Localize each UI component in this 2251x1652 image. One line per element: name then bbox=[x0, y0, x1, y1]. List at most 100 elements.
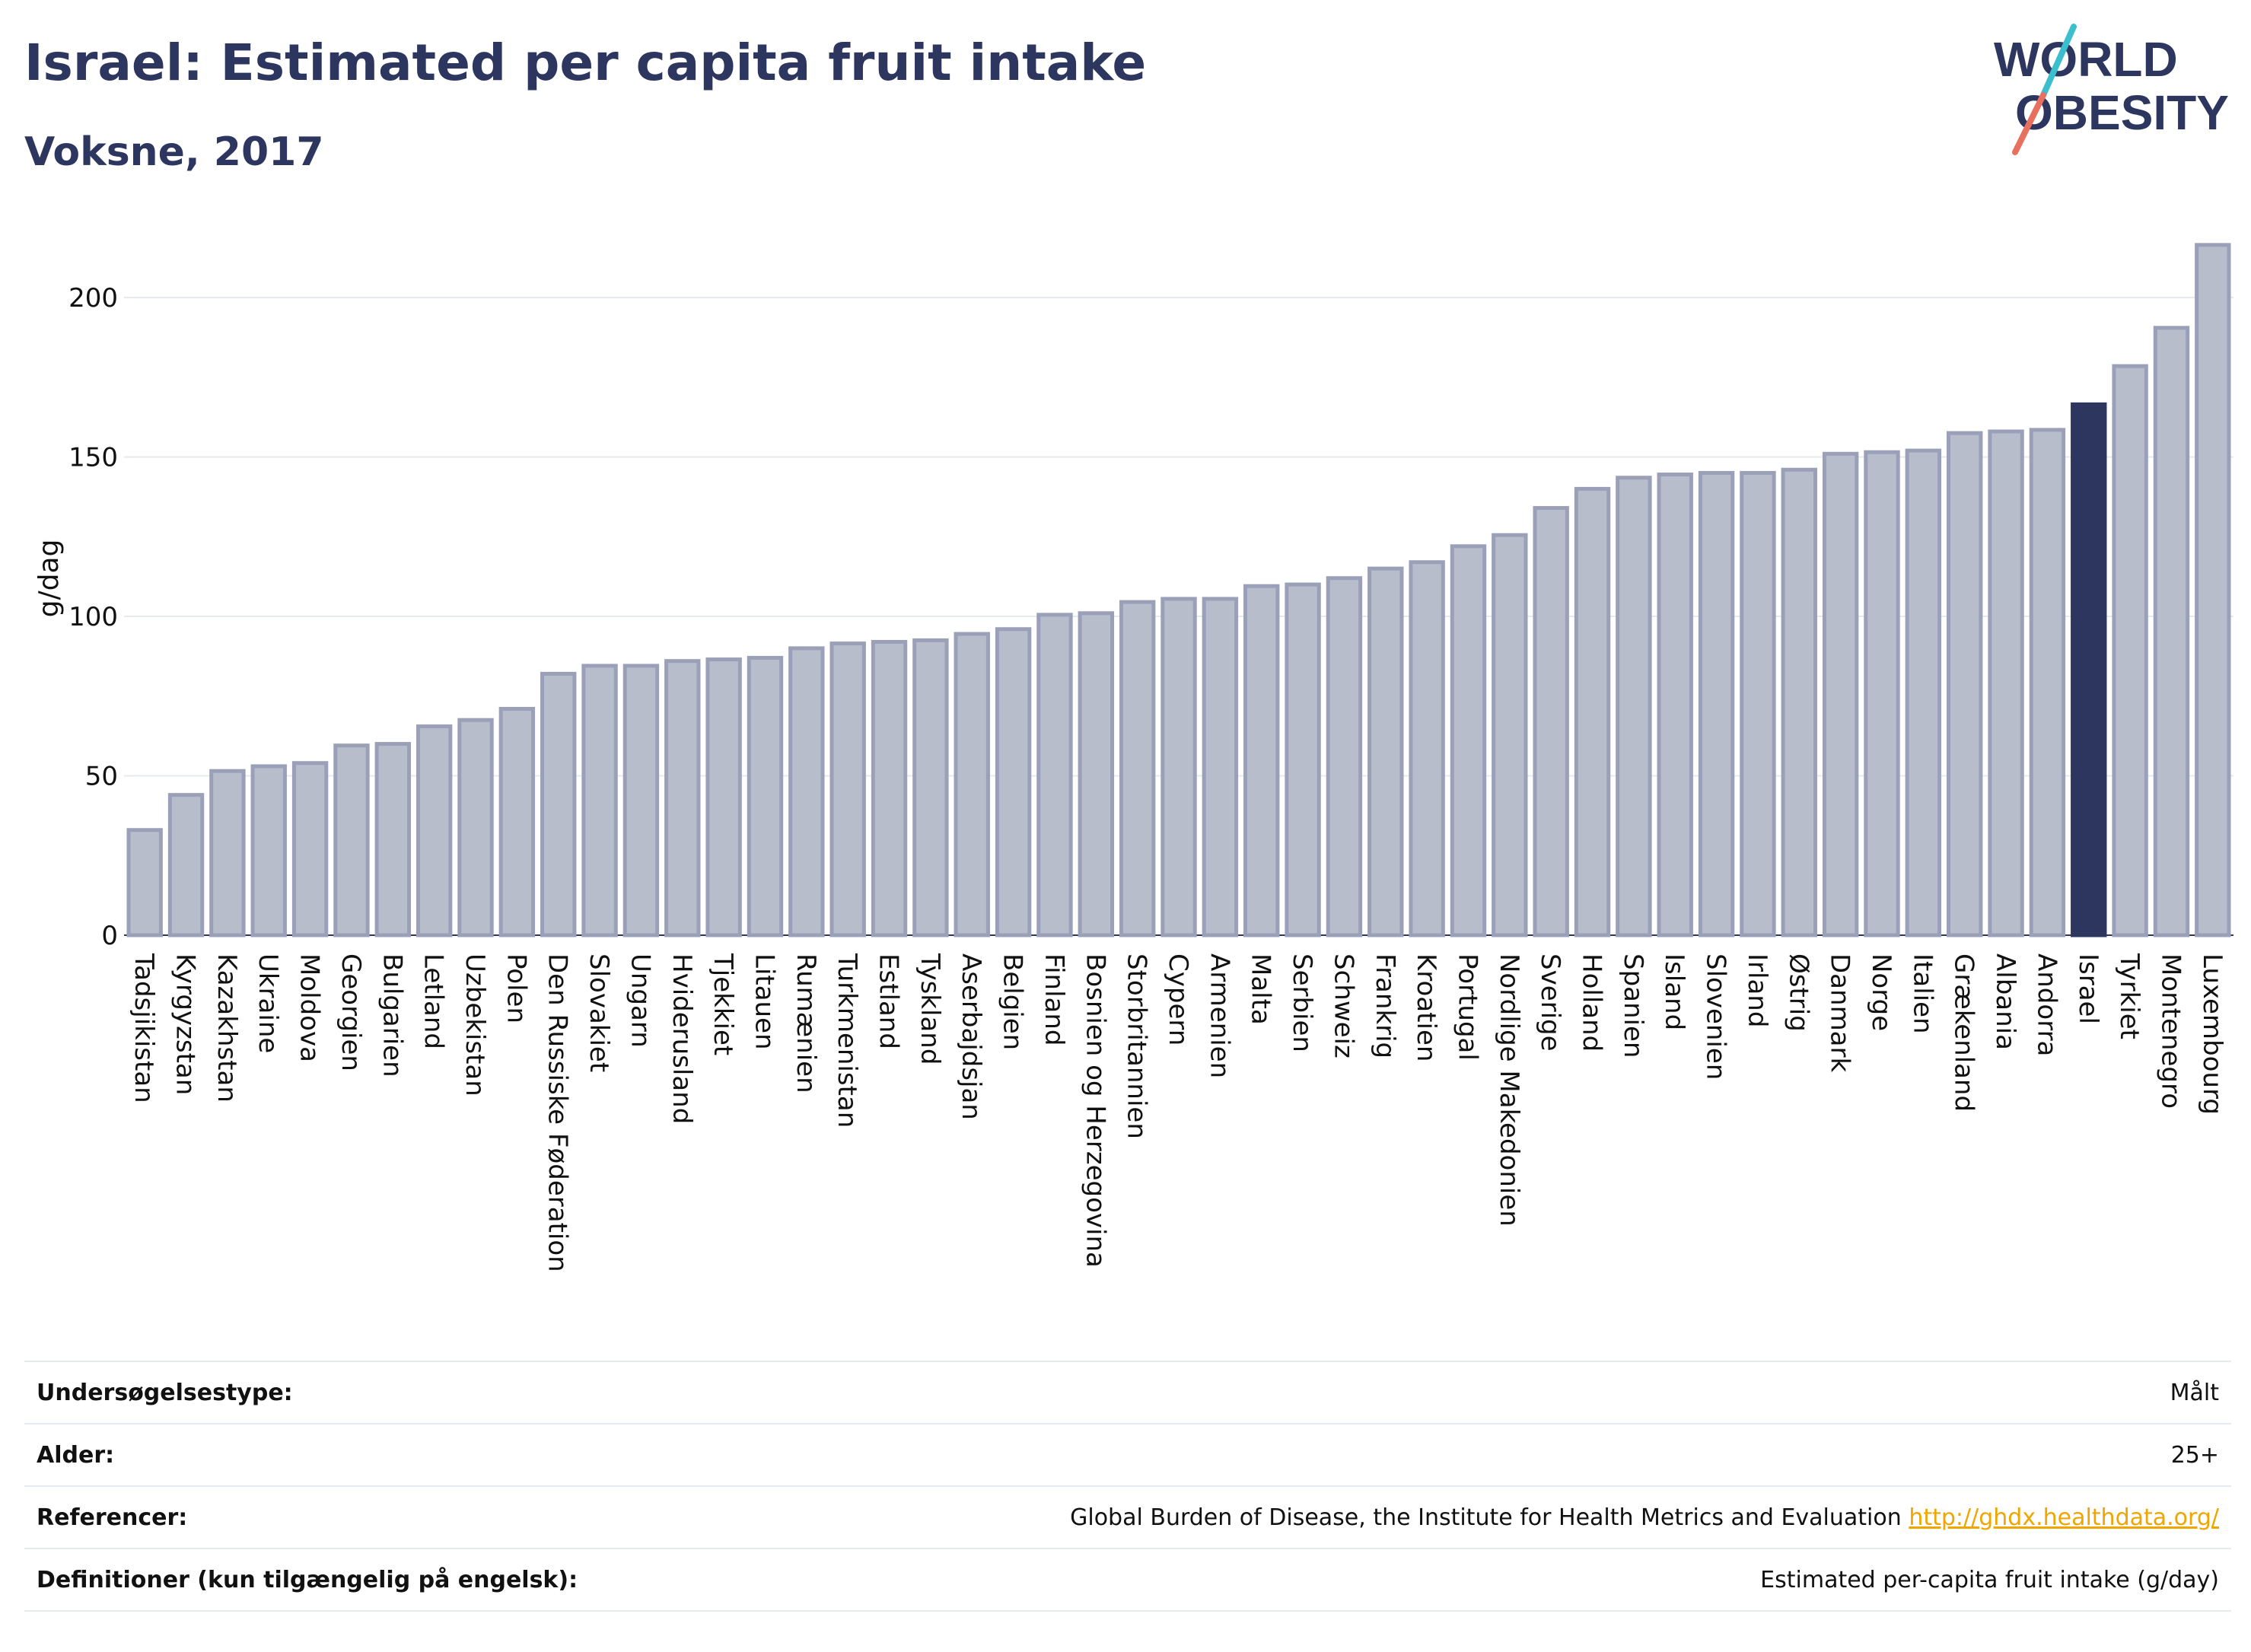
x-tick-label: Litauen bbox=[749, 953, 779, 1050]
bar bbox=[1781, 467, 1817, 937]
x-tick-label: Tjekkiet bbox=[708, 953, 738, 1055]
x-tick-label: Israel bbox=[2073, 953, 2103, 1024]
y-tick-label: 100 bbox=[68, 602, 118, 632]
x-tick-label: Albania bbox=[1990, 953, 2020, 1050]
bar bbox=[2029, 428, 2066, 937]
info-row-references: Referencer: Global Burden of Disease, th… bbox=[24, 1486, 2231, 1549]
bar bbox=[1492, 533, 1528, 937]
info-row-survey-type: Undersøgelsestype: Målt bbox=[24, 1361, 2231, 1424]
bar bbox=[457, 718, 494, 937]
logo-text-world: WORLD bbox=[1994, 32, 2178, 87]
bar bbox=[871, 640, 908, 937]
bar bbox=[374, 742, 411, 937]
x-tick-label: Belgien bbox=[998, 953, 1028, 1050]
reference-link[interactable]: http://ghdx.healthdata.org/ bbox=[1909, 1504, 2219, 1531]
bar bbox=[1036, 613, 1073, 937]
bar bbox=[829, 641, 866, 937]
bar bbox=[291, 761, 329, 937]
x-tick-label: Turkmenistan bbox=[832, 953, 862, 1128]
x-tick-label: Portugal bbox=[1452, 953, 1482, 1061]
bar bbox=[1864, 450, 1900, 937]
bar bbox=[1657, 473, 1693, 937]
bar bbox=[2071, 402, 2107, 937]
info-key: Alder: bbox=[37, 1441, 115, 1469]
x-tick-label: Storbritannien bbox=[1122, 953, 1152, 1139]
x-axis-labels: Tadsjikistan Kyrgyzstan Kazakhstan Ukraine M… bbox=[129, 953, 2227, 1272]
bar bbox=[167, 793, 205, 937]
x-tick-label: Østrig bbox=[1783, 953, 1813, 1032]
bar bbox=[1450, 544, 1487, 937]
bar bbox=[1078, 611, 1114, 937]
chart-subtitle: Voksne, 2017 bbox=[24, 129, 324, 175]
bar bbox=[498, 707, 536, 937]
x-tick-label: Rumænien bbox=[791, 953, 821, 1093]
x-tick-label: Estland bbox=[874, 953, 904, 1049]
y-tick-label: 200 bbox=[68, 283, 118, 314]
bar bbox=[622, 664, 660, 937]
bar bbox=[1947, 431, 1983, 937]
x-tick-label: Holland bbox=[1577, 953, 1607, 1052]
bar bbox=[1367, 566, 1404, 937]
bar bbox=[788, 646, 825, 937]
x-tick-label: Serbien bbox=[1287, 953, 1317, 1052]
x-tick-label: Kazakhstan bbox=[212, 953, 242, 1103]
bar bbox=[1533, 506, 1569, 937]
x-tick-label: Luxembourg bbox=[2197, 953, 2227, 1115]
bar bbox=[1905, 448, 1942, 937]
x-tick-label: Ukraine bbox=[253, 953, 283, 1053]
x-tick-label: Polen bbox=[501, 953, 531, 1023]
bar bbox=[1409, 560, 1445, 937]
x-tick-label: Hviderusland bbox=[667, 953, 697, 1124]
bar bbox=[2195, 243, 2231, 937]
x-tick-label: Spanien bbox=[1618, 953, 1648, 1058]
info-key: Definitioner (kun tilgængelig på engelsk… bbox=[37, 1566, 578, 1593]
x-tick-label: Kyrgyzstan bbox=[170, 953, 201, 1095]
info-row-definitions: Definitioner (kun tilgængelig på engelsk… bbox=[24, 1549, 2231, 1611]
y-axis-ticks: 0 50 100 150 200 bbox=[68, 283, 118, 951]
bar bbox=[1616, 476, 1652, 937]
bar bbox=[747, 655, 784, 937]
info-key: Referencer: bbox=[37, 1504, 188, 1531]
info-value: 25+ bbox=[2170, 1441, 2219, 1469]
world-obesity-logo: WORLD OBESITY bbox=[1994, 24, 2229, 155]
bars bbox=[126, 243, 2231, 937]
x-tick-label: Kroatien bbox=[1411, 953, 1441, 1062]
chart-title: Israel: Estimated per capita fruit intak… bbox=[24, 33, 1147, 92]
x-tick-label: Ungarn bbox=[625, 953, 655, 1048]
bar bbox=[954, 632, 990, 937]
x-tick-label: Armenien bbox=[1204, 953, 1234, 1078]
info-table: Undersøgelsestype: Målt Alder: 25+ Refer… bbox=[24, 1361, 2231, 1612]
x-tick-label: Cypern bbox=[1163, 953, 1193, 1046]
bar bbox=[1740, 470, 1776, 937]
x-tick-label: Sverige bbox=[1535, 953, 1565, 1052]
info-key: Undersøgelsestype: bbox=[37, 1379, 293, 1406]
x-tick-label: Island bbox=[1659, 953, 1689, 1030]
bar-chart: 0 50 100 150 200 Tadsjikistan Kyrgyzstan Kazak… bbox=[33, 243, 2233, 1272]
bar bbox=[1574, 486, 1611, 937]
bar bbox=[705, 657, 742, 937]
x-tick-label: Norge bbox=[1866, 953, 1896, 1031]
x-tick-label: Tyrkiet bbox=[2114, 953, 2144, 1039]
bar bbox=[1326, 576, 1363, 937]
x-tick-label: Tadsjikistan bbox=[129, 953, 159, 1103]
x-tick-label: Den Russiske Føderation bbox=[543, 953, 573, 1272]
bar bbox=[126, 828, 163, 937]
x-tick-label: Andorra bbox=[2031, 953, 2062, 1056]
x-tick-label: Slovenien bbox=[1701, 953, 1731, 1080]
x-tick-label: Schweiz bbox=[1328, 953, 1358, 1058]
x-tick-label: Italien bbox=[1907, 953, 1937, 1034]
bar bbox=[1988, 429, 2024, 937]
info-value: Målt bbox=[2170, 1379, 2219, 1406]
bar bbox=[1202, 597, 1239, 937]
bar bbox=[912, 638, 949, 937]
bar bbox=[209, 769, 246, 937]
bar bbox=[540, 671, 577, 937]
bar bbox=[1119, 600, 1156, 937]
info-value-references: Global Burden of Disease, the Institute … bbox=[742, 1486, 2231, 1549]
bar bbox=[1822, 451, 1859, 937]
info-row-age: Alder: 25+ bbox=[24, 1424, 2231, 1486]
x-tick-label: Uzbekistan bbox=[460, 953, 490, 1097]
x-tick-label: Frankrig bbox=[1370, 953, 1400, 1058]
logo-text-obesity: OBESITY bbox=[2015, 85, 2229, 140]
bar bbox=[415, 724, 453, 937]
